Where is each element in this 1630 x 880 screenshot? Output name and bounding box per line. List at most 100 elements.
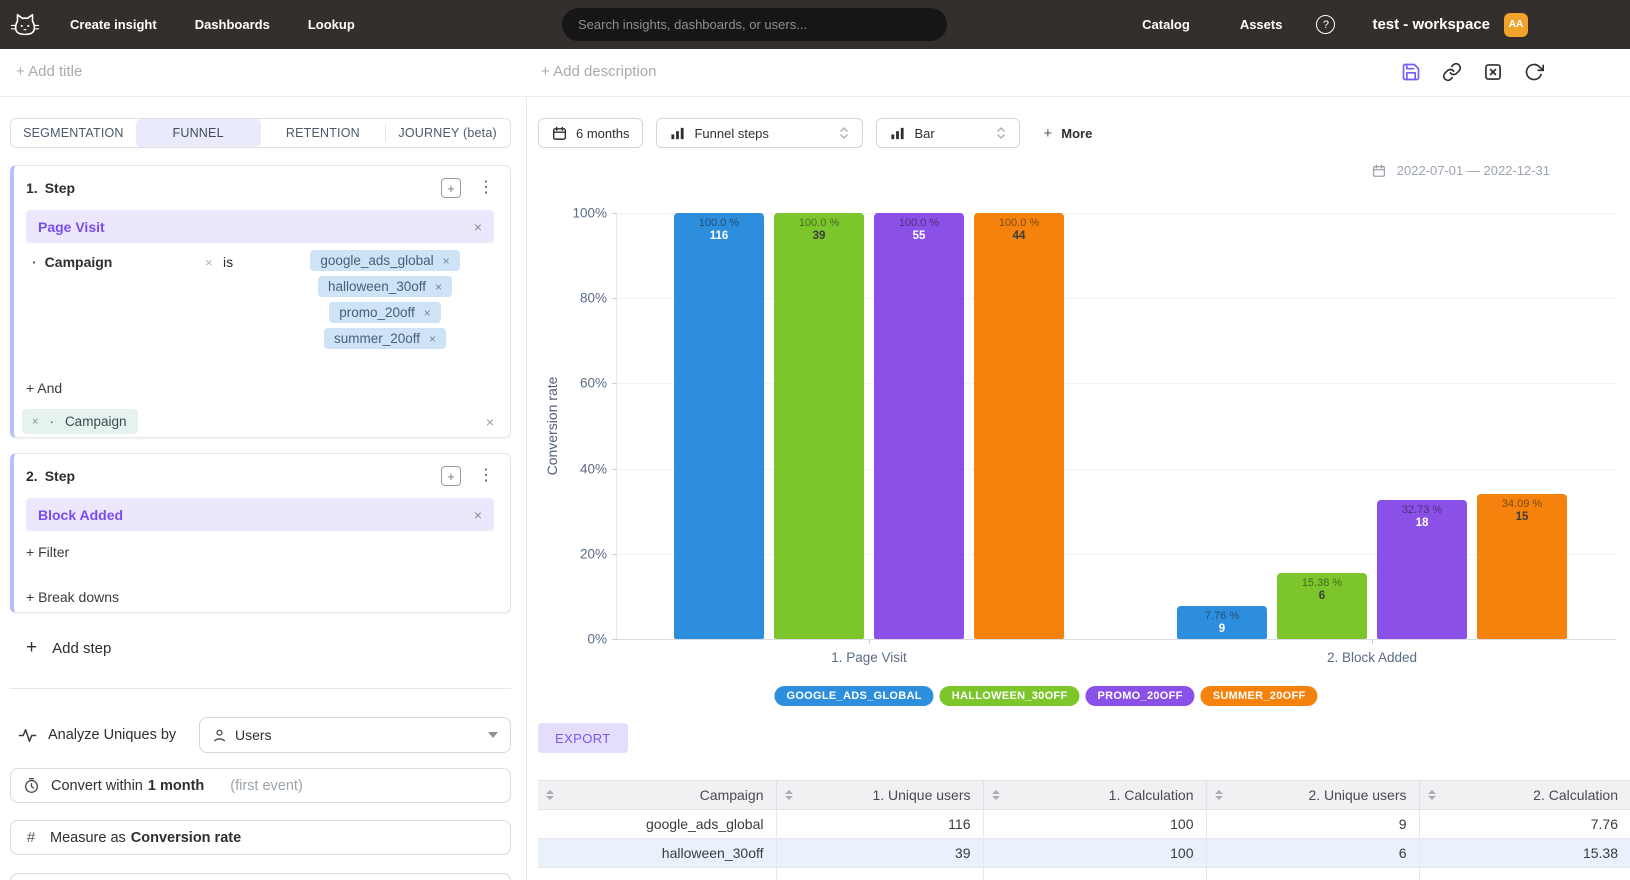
pending-filter-pill[interactable]: × · Campaign [22,409,139,434]
filter-property[interactable]: Campaign [44,254,113,270]
sort-icon[interactable] [546,790,554,800]
nav-link-assets[interactable]: Assets [1239,17,1283,32]
bar-summer_20off-step2[interactable]: 34.09 % 15 [1477,493,1567,639]
bar-google_ads_global-step2[interactable]: 7.76 % 9 [1177,605,1267,639]
column-header-2-calculation[interactable]: 2. Calculation [1418,780,1630,810]
nav-link-create-insight[interactable]: Create insight [70,17,157,32]
nav-link-catalog[interactable]: Catalog [1142,17,1190,32]
bar-count-label: 39 [812,230,826,242]
add-step-button[interactable]: + Add step [26,637,112,658]
filter-value-pill[interactable]: google_ads_global × [310,250,460,271]
filter-value-text: promo_20off [339,305,415,320]
app-logo-cat-icon[interactable] [8,10,42,40]
duplicate-step-icon[interactable]: + [441,466,461,486]
event-name: Block Added [38,506,124,523]
clear-icon[interactable] [1483,62,1503,82]
chart-type-select[interactable]: Bar [876,118,1021,148]
remove-event-icon[interactable]: × [473,506,482,523]
add-description-field[interactable]: + Add description [541,63,657,80]
nav-link-dashboards[interactable]: Dashboards [194,17,270,32]
date-range-button[interactable]: 6 months [538,118,644,148]
tab-segmentation[interactable]: SEGMENTATION [23,126,124,140]
remove-value-icon[interactable]: × [442,253,450,268]
dismiss-pending-filter-icon[interactable]: × [485,413,494,430]
add-filter-link[interactable]: + Filter [26,544,70,560]
search-input[interactable] [562,8,947,41]
duplicate-step-icon[interactable]: + [441,178,461,198]
table-cell: 7.76 [1418,809,1630,839]
filter-value-pill[interactable]: summer_20off × [323,328,447,349]
remove-value-icon[interactable]: × [435,279,443,294]
add-breakdown-link[interactable]: + Break downs [26,589,119,605]
step-event[interactable]: Block Added × [26,498,494,531]
filter-value-pill[interactable]: halloween_30off × [317,276,453,297]
view-type-select[interactable]: Funnel steps [656,118,864,148]
save-icon[interactable] [1401,62,1421,82]
y-tick-label: 100% [572,205,607,221]
column-header-1-calculation[interactable]: 1. Calculation [982,780,1207,810]
copy-link-icon[interactable] [1442,62,1462,82]
legend-pill-halloween_30off[interactable]: HALLOWEEN_30OFF [939,686,1080,706]
y-tick [612,298,617,300]
nav-link-lookup[interactable]: Lookup [307,17,355,32]
table-row[interactable]: google_ads_global 116 100 9 7.76 [538,809,1630,839]
plus-icon: + [1043,124,1053,142]
legend-pill-google_ads_global[interactable]: GOOGLE_ADS_GLOBAL [774,686,934,706]
sort-icon[interactable] [991,790,1000,800]
filter-value-text: google_ads_global [320,253,434,268]
export-button[interactable]: EXPORT [538,723,628,753]
add-title-field[interactable]: + Add title [16,63,83,80]
table-cell: google_ads_global [538,809,777,839]
tab-journey-beta[interactable]: JOURNEY (beta) [385,119,510,147]
bar-halloween_30off-step1[interactable]: 100.0 % 39 [774,213,864,639]
table-row[interactable]: halloween_30off 39 100 6 15.38 [538,838,1630,868]
x-axis-label: 2. Block Added [1326,650,1418,665]
refresh-icon[interactable] [1524,62,1544,82]
remove-filter-icon[interactable]: × [205,255,213,270]
sort-icon[interactable] [1214,790,1223,800]
bar-chart-icon [671,127,685,139]
column-header-2-unique-users[interactable]: 2. Unique users [1205,780,1420,810]
additional-setting-partial[interactable] [10,873,511,880]
select-arrows-icon [840,127,849,139]
step-event[interactable]: Page Visit × [26,210,494,243]
gridline [617,639,1616,640]
convert-within-setting[interactable]: Convert within 1 month (first event) [10,768,511,803]
bar-google_ads_global-step1[interactable]: 100.0 % 116 [674,213,764,639]
bar-halloween_30off-step2[interactable]: 15.38 % 6 [1277,573,1367,639]
analyze-by-value: Users [235,727,272,743]
legend-pill-summer_20off[interactable]: SUMMER_20OFF [1200,686,1318,706]
tab-funnel[interactable]: FUNNEL [135,119,261,147]
measure-as-setting[interactable]: # Measure as Conversion rate [10,820,511,855]
sort-icon[interactable] [1427,790,1436,800]
bar-promo_20off-step1[interactable]: 100.0 % 55 [874,213,964,639]
tab-retention[interactable]: RETENTION [285,126,360,140]
column-header-campaign[interactable]: Campaign [538,780,777,810]
avatar[interactable]: AA [1504,12,1528,37]
remove-value-icon[interactable]: × [423,305,431,320]
sort-icon[interactable] [784,790,793,800]
table-cell [1205,867,1420,880]
filter-operator[interactable]: is [223,254,234,270]
y-tick-label: 60% [579,375,607,391]
add-and-condition[interactable]: + And [26,380,63,396]
remove-value-icon[interactable]: × [429,331,437,346]
filter-value-pill[interactable]: promo_20off × [329,302,441,323]
y-tick-label: 0% [587,631,607,647]
help-icon[interactable]: ? [1316,15,1336,34]
nav-right: Catalog Assets ? test - workspace AA [1142,0,1528,49]
bar-count-label: 15 [1515,510,1529,523]
bar-summer_20off-step1[interactable]: 100.0 % 44 [974,213,1064,639]
step-menu-icon[interactable]: ⋮ [478,467,494,484]
date-range-display[interactable]: 2022-07-01 — 2022-12-31 [1372,163,1550,178]
workspace-name[interactable]: test - workspace [1372,16,1490,33]
remove-pending-filter-icon[interactable]: × [32,415,39,428]
column-header-1-unique-users[interactable]: 1. Unique users [775,780,984,810]
bar-promo_20off-step2[interactable]: 32.73 % 18 [1377,499,1467,639]
legend-pill-promo_20off[interactable]: PROMO_20OFF [1085,686,1195,706]
analyze-by-select[interactable]: Users [199,717,511,753]
x-tick [869,639,870,644]
step-menu-icon[interactable]: ⋮ [478,179,494,196]
more-options-button[interactable]: + More [1043,124,1093,142]
remove-event-icon[interactable]: × [473,218,482,235]
